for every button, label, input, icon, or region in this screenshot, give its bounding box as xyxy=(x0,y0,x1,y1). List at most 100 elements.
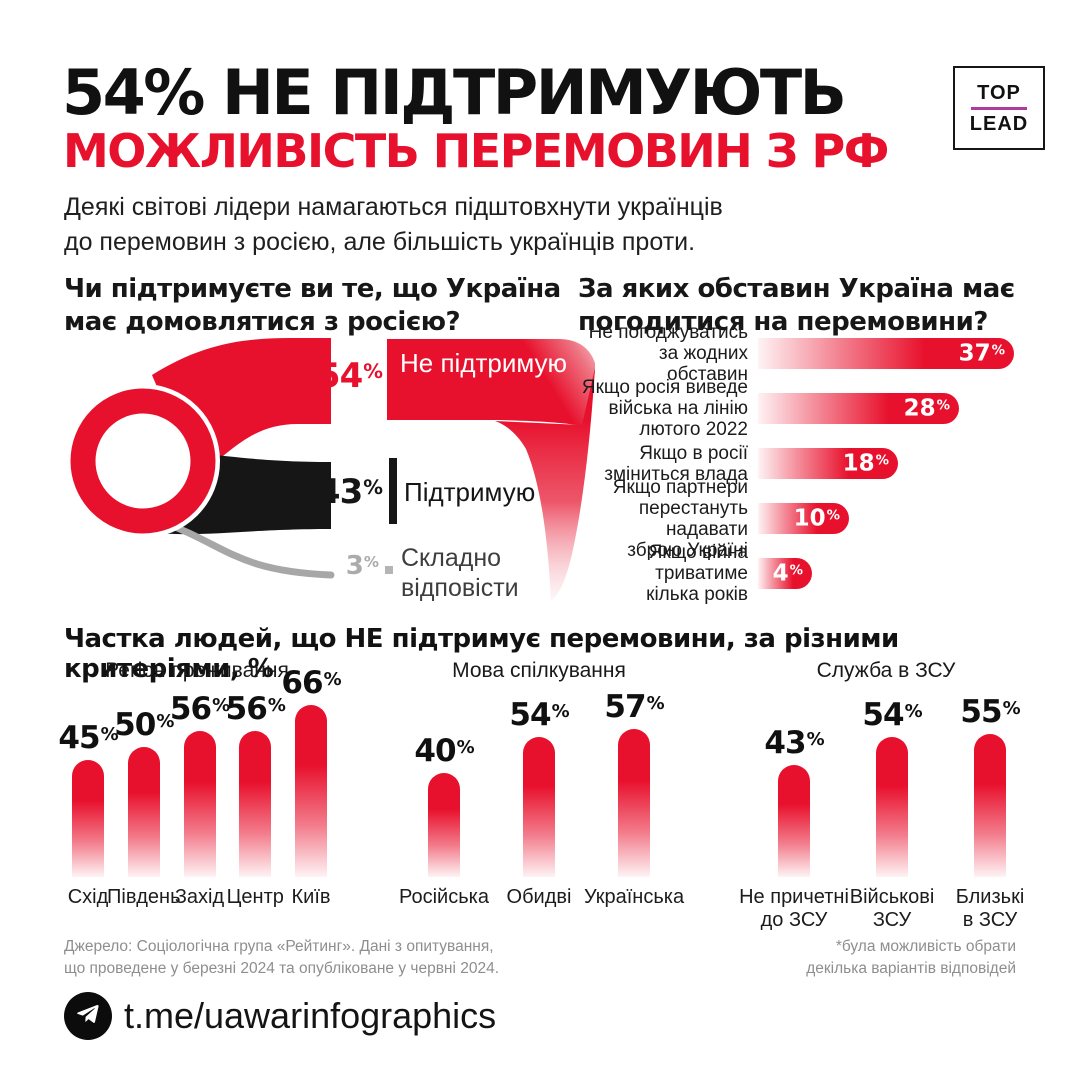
source-note: Джерело: Соціологічна група «Рейтинг». Д… xyxy=(64,936,499,980)
bar-label: Близькі в ЗСУ xyxy=(955,886,1025,931)
support-label-yes: Підтримую xyxy=(404,477,536,507)
breakdown-group: 40% Російська 54% Обидві 57% Українська xyxy=(399,692,684,909)
breakdown-bar-column: 40% Російська xyxy=(399,736,489,909)
condition-value: 4% xyxy=(772,560,803,586)
footnote-line2: декілька варіантів відповідей xyxy=(806,960,1016,977)
breakdown-bar-column: 54% Військові ЗСУ xyxy=(850,700,935,932)
paper-plane-icon xyxy=(77,1004,99,1023)
support-value-no: 54% xyxy=(316,356,383,396)
condition-value: 28% xyxy=(903,395,950,421)
condition-bar: 10% xyxy=(758,503,849,534)
bar xyxy=(127,747,160,877)
condition-row: Якщо війна триватиме кілька років 4% xyxy=(578,542,1048,605)
multi-answer-footnote: *була можливість обрати декілька варіант… xyxy=(806,936,1016,980)
bar xyxy=(778,765,810,877)
yes-divider-bar xyxy=(389,458,397,524)
bar xyxy=(876,737,908,877)
breakdown-group: 43% Не причетні до ЗСУ 54% Військові ЗСУ 55% Бл… xyxy=(739,697,1025,932)
bar-label: Російська xyxy=(399,886,489,908)
condition-value: 10% xyxy=(793,505,840,531)
bar xyxy=(618,729,650,877)
group-header-army: Служба в ЗСУ xyxy=(816,659,956,682)
source-line1: Джерело: Соціологічна група «Рейтинг». Д… xyxy=(64,938,494,955)
conditions-chart-title-line1: За яких обставин Україна має xyxy=(578,274,1015,304)
telegram-link[interactable]: t.me/uawarinfographics xyxy=(124,995,497,1036)
main-title-red: МОЖЛИВІСТЬ ПЕРЕМОВИН З РФ xyxy=(63,124,889,178)
bar-label: Південь xyxy=(107,886,181,908)
bar-label: Київ xyxy=(291,886,331,908)
bar-label: Схід xyxy=(67,886,109,908)
breakdown-title: Частка людей, що НЕ підтримує перемовини… xyxy=(64,624,899,684)
telegram-icon[interactable] xyxy=(64,992,112,1040)
bar-value: 40% xyxy=(414,733,474,769)
bar-value: 56% xyxy=(225,691,286,727)
condition-bar: 37% xyxy=(758,338,1014,369)
conditions-chart-title-line2: погодитися на перемовини? xyxy=(578,307,988,337)
support-value-yes: 43% xyxy=(316,472,383,512)
bar-label: Обидві xyxy=(506,886,572,908)
bar-label: Військові ЗСУ xyxy=(849,886,935,931)
bar xyxy=(523,737,555,877)
top-lead-logo: TOP LEAD xyxy=(953,66,1045,150)
support-chart-title-line2: має домовлятися з росією? xyxy=(64,307,461,337)
bar xyxy=(974,734,1006,877)
group-header-language: Мова спілкування xyxy=(452,659,626,682)
breakdown-bar-column: 57% Українська xyxy=(584,692,684,909)
condition-label: Якщо росія виведе війська на лінію лютого … xyxy=(581,377,748,440)
logo-divider xyxy=(971,106,1027,110)
condition-label: Якщо війна триватиме кілька років xyxy=(646,542,748,605)
condition-row: Якщо партнери перестануть надавати зброю У… xyxy=(578,477,1048,561)
subtitle-line1: Деякі світові лідери намагаються підштов… xyxy=(64,193,723,221)
main-title-black: 54% НЕ ПІДТРИМУЮТЬ xyxy=(62,56,847,129)
bar-value: 54% xyxy=(862,697,922,733)
bar xyxy=(183,731,216,877)
bar xyxy=(72,760,104,877)
conditions-bar-chart: Не погоджуватись за жодних обставин 37% Якщ… xyxy=(578,322,1048,605)
support-label-hard: Складно відповісти xyxy=(401,544,519,602)
bar-value: 57% xyxy=(604,689,664,725)
condition-row: Якщо росія виведе війська на лінію лютого … xyxy=(578,377,1048,440)
bar-label: Не причетні до ЗСУ xyxy=(739,886,849,931)
condition-label: Якщо партнери перестануть надавати зброю У… xyxy=(612,476,748,561)
group-header-region: Регіон проживання xyxy=(105,659,289,682)
breakdown-bar-column: 50% Південь xyxy=(107,710,180,909)
bar-value: 55% xyxy=(960,694,1020,730)
support-value-hard: 3% xyxy=(345,551,379,581)
condition-bar: 18% xyxy=(758,448,898,479)
breakdown-bar-column: 55% Близькі в ЗСУ xyxy=(956,697,1025,932)
breakdown-bar-column: 54% Обидві xyxy=(507,700,572,909)
logo-top-text: TOP xyxy=(977,81,1021,104)
breakdown-group: 45% Схід 50% Південь 56% Захід 56% Центр 66% Київ xyxy=(58,668,341,909)
source-line2: що проведене у березні 2024 та опубліков… xyxy=(64,960,500,977)
bar-value: 43% xyxy=(764,725,824,761)
bar-label: Захід xyxy=(174,886,225,908)
condition-bar: 28% xyxy=(758,393,959,424)
condition-value: 18% xyxy=(842,450,889,476)
breakdown-bar-column: 66% Київ xyxy=(281,668,341,909)
support-chart-title-line1: Чи підтримуєте ви те, що Україна xyxy=(64,274,561,304)
bar xyxy=(428,773,460,877)
support-chart-title: Чи підтримуєте ви те, що Україна має дом… xyxy=(64,273,561,339)
breakdown-bar-column: 56% Захід xyxy=(170,694,230,909)
bar-value: 66% xyxy=(281,665,341,701)
bar-value: 45% xyxy=(58,720,118,756)
bar-value: 54% xyxy=(509,697,569,733)
footnote-line1: *була можливість обрати xyxy=(835,938,1016,955)
bar-label: Центр xyxy=(226,886,284,908)
condition-label: Не погоджуватись за жодних обставин xyxy=(588,322,748,385)
bar-value: 56% xyxy=(169,691,230,727)
breakdown-bar-column: 45% Схід xyxy=(58,723,118,909)
ring-halo xyxy=(66,384,220,538)
bar-label: Українська xyxy=(583,886,685,908)
condition-value: 37% xyxy=(958,340,1005,366)
bar xyxy=(239,731,272,877)
subtitle-line2: до перемовин з росією, але більшість укр… xyxy=(64,228,696,256)
condition-row: Якщо в росії зміниться влада 18% xyxy=(578,436,1048,491)
condition-label: Якщо в росії зміниться влада xyxy=(604,442,748,485)
bar-value: 50% xyxy=(114,707,174,743)
red-ring-icon xyxy=(70,388,216,534)
condition-row: Не погоджуватись за жодних обставин 37% xyxy=(578,322,1048,385)
breakdown-bar-column: 56% Центр xyxy=(226,694,286,909)
conditions-chart-title: За яких обставин Україна має погодитися … xyxy=(578,273,1015,339)
